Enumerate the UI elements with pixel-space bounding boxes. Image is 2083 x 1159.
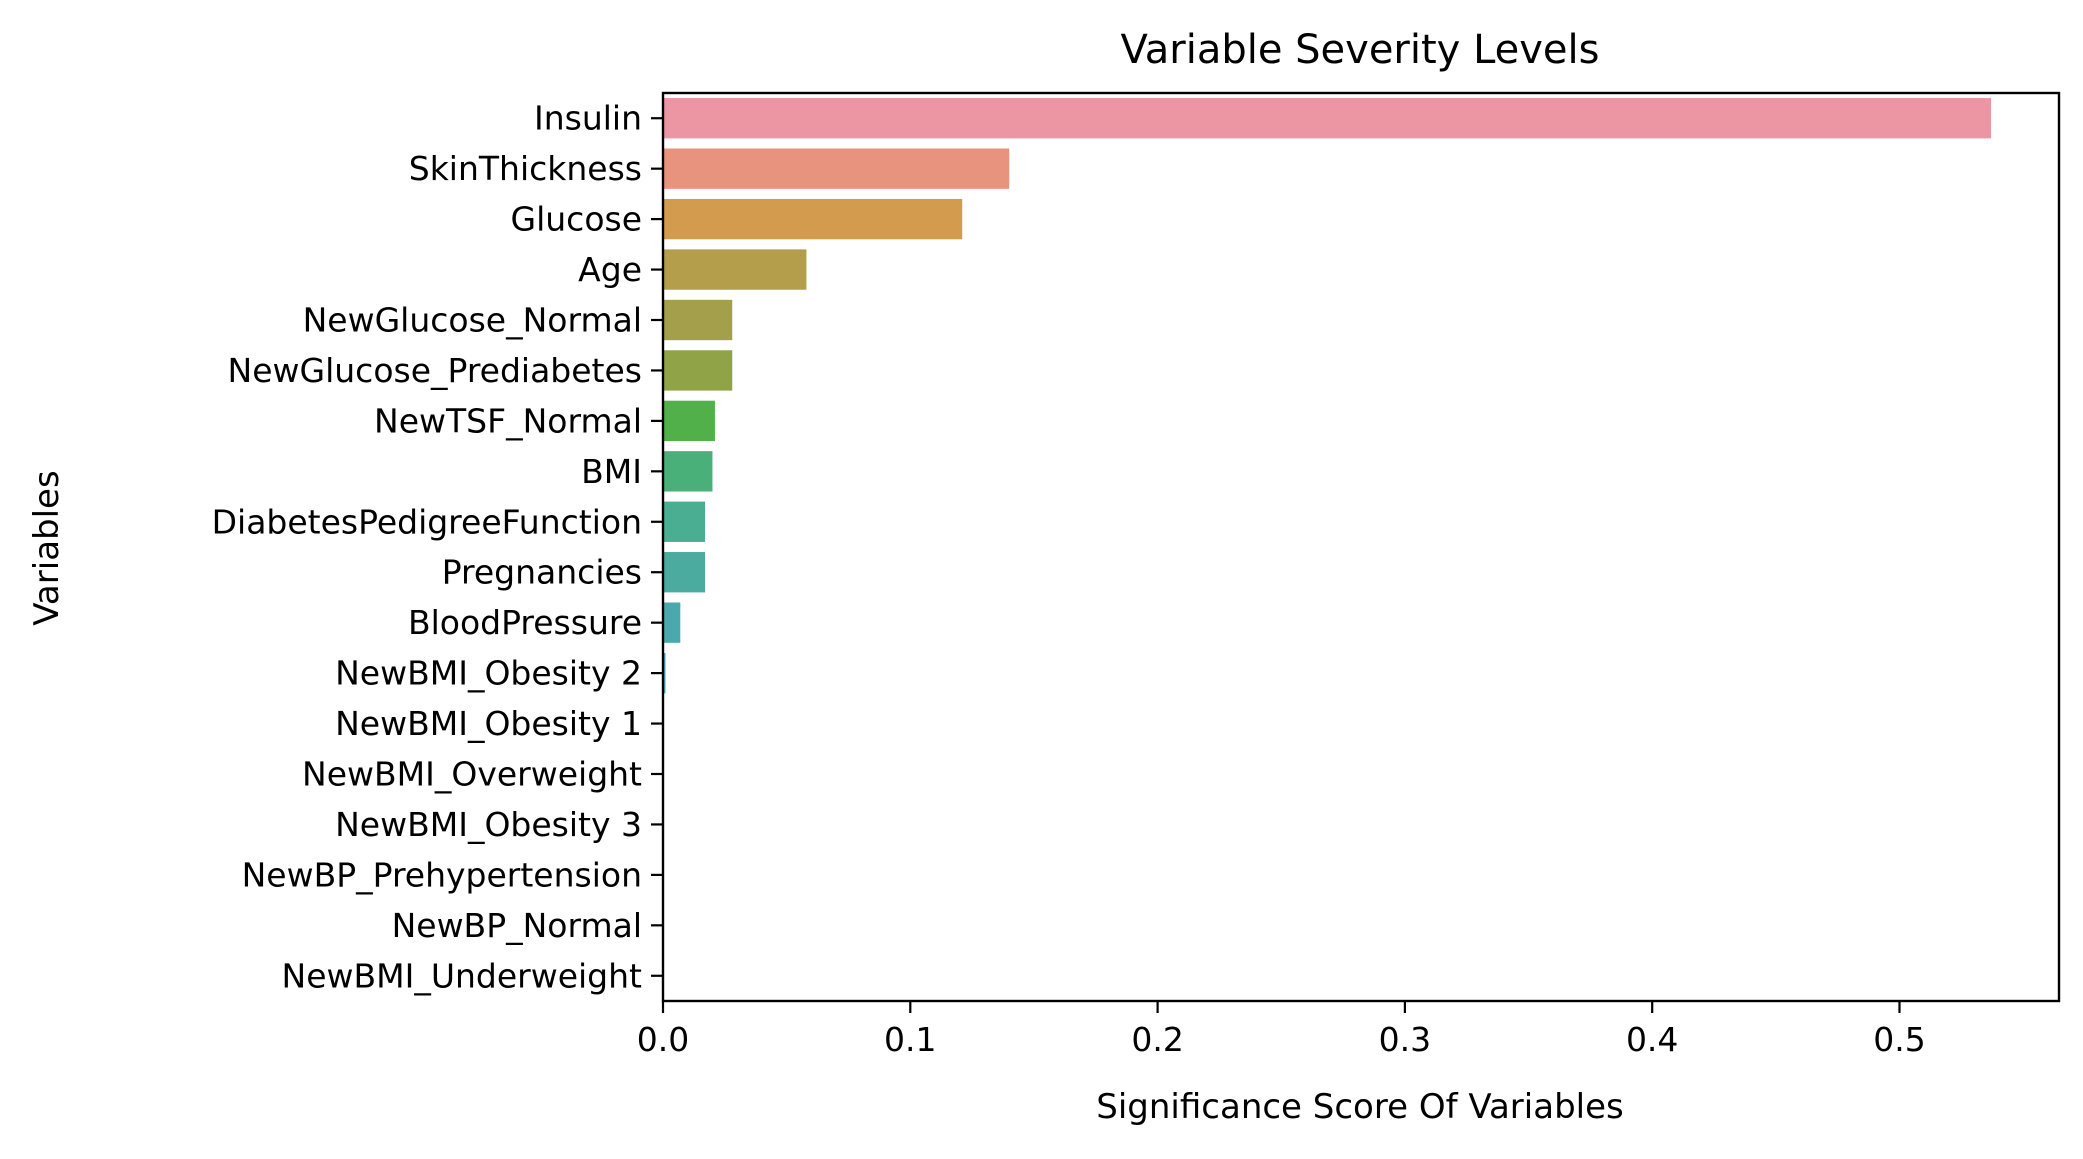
bar-newglucose-prediabetes <box>663 350 733 391</box>
x-tick-label: 0.2 <box>1131 1020 1183 1059</box>
x-tick-label: 0.3 <box>1379 1020 1431 1059</box>
y-tick-label: NewBP_Prehypertension <box>242 855 642 894</box>
ticks-group: Insulin SkinThickness Glucose Age NewGlucose… <box>212 99 1926 1059</box>
y-tick-label: BloodPressure <box>408 603 642 642</box>
chart-title: Variable Severity Levels <box>1120 27 1599 73</box>
y-tick-label: Glucose <box>511 200 642 239</box>
bar-bloodpressure <box>663 602 681 643</box>
bar-skinthickness <box>663 148 1010 189</box>
y-tick-label: NewBP_Normal <box>392 906 642 945</box>
x-tick-label: 0.4 <box>1626 1020 1678 1059</box>
y-tick-label: Age <box>578 250 642 289</box>
x-axis-label: Significance Score Of Variables <box>1096 1087 1623 1127</box>
bars-group <box>663 98 1991 694</box>
y-tick-label: NewBMI_Obesity 3 <box>335 805 642 844</box>
bar-newglucose-normal <box>663 299 733 341</box>
bar-insulin <box>663 98 1991 139</box>
plot-frame <box>661 91 2061 1003</box>
x-tick-label: 0.0 <box>637 1020 689 1059</box>
bar-age <box>663 249 807 290</box>
y-tick-label: DiabetesPedigreeFunction <box>212 502 642 541</box>
y-tick-label: NewGlucose_Prediabetes <box>228 351 642 390</box>
y-tick-label: NewBMI_Obesity 1 <box>335 704 642 743</box>
y-tick-label: NewBMI_Underweight <box>282 956 643 995</box>
x-tick-label: 0.1 <box>884 1020 936 1059</box>
bar-newtsf-normal <box>663 400 715 442</box>
x-tick-label: 0.5 <box>1873 1020 1925 1059</box>
bar-diabetespedigreefunction <box>663 501 706 542</box>
y-tick-label: NewGlucose_Normal <box>303 301 642 340</box>
bar-pregnancies <box>663 552 706 593</box>
y-axis-label: Variables <box>27 470 67 625</box>
bar-newbmi-obesity-2 <box>663 652 666 694</box>
bar-bmi <box>663 451 713 492</box>
y-tick-label: NewBMI_Obesity 2 <box>335 654 642 693</box>
y-tick-label: BMI <box>581 452 642 491</box>
y-tick-label: SkinThickness <box>409 149 642 188</box>
y-tick-label: Insulin <box>534 99 642 138</box>
y-tick-label: NewBMI_Overweight <box>302 755 642 794</box>
y-tick-label: Pregnancies <box>442 553 642 592</box>
bar-glucose <box>663 198 963 240</box>
y-tick-label: NewTSF_Normal <box>374 401 642 440</box>
